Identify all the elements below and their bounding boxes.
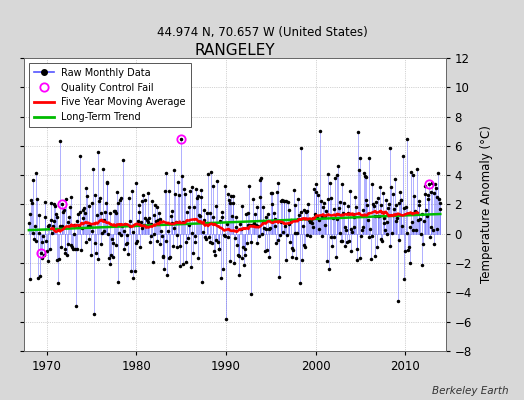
Text: 44.974 N, 70.657 W (United States): 44.974 N, 70.657 W (United States) <box>157 26 367 39</box>
Text: Berkeley Earth: Berkeley Earth <box>432 386 508 396</box>
Legend: Raw Monthly Data, Quality Control Fail, Five Year Moving Average, Long-Term Tren: Raw Monthly Data, Quality Control Fail, … <box>29 63 191 127</box>
Title: RANGELEY: RANGELEY <box>194 43 275 58</box>
Y-axis label: Temperature Anomaly (°C): Temperature Anomaly (°C) <box>481 126 493 284</box>
